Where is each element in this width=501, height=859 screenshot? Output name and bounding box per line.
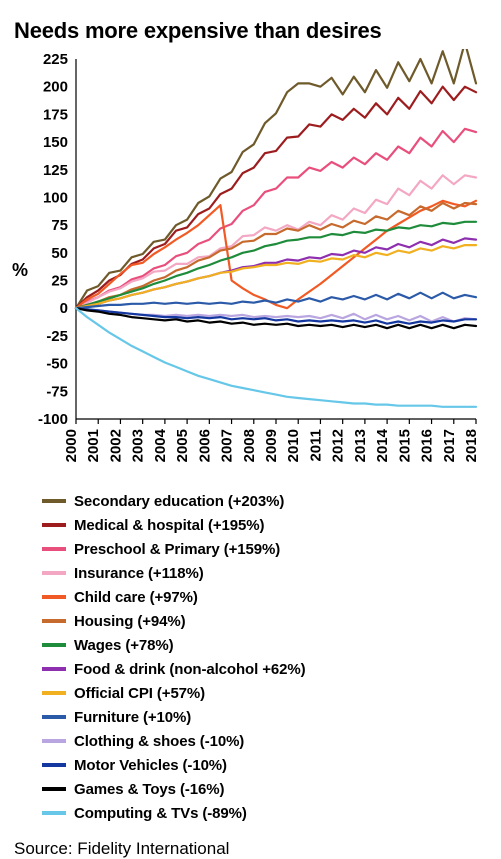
line-chart: -100 -75 -50 -25 0 25 50 75 100 125 150 175 200 225 20… bbox=[14, 49, 484, 479]
x-tick-label: 2012 bbox=[330, 429, 347, 462]
x-tick-label: 2006 bbox=[196, 429, 213, 462]
legend-swatch bbox=[42, 715, 66, 719]
series-child_care bbox=[76, 201, 476, 308]
legend-item-official_cpi: Official CPI (+57%) bbox=[42, 681, 487, 705]
legend-item-clothing_shoes: Clothing & shoes (-10%) bbox=[42, 729, 487, 753]
legend-swatch bbox=[42, 811, 66, 815]
x-tick-label: 2009 bbox=[263, 429, 280, 462]
y-tick-label: 0 bbox=[60, 301, 68, 318]
series-medical_hospital bbox=[76, 87, 476, 309]
legend: Secondary education (+203%) Medical & hos… bbox=[42, 489, 487, 825]
x-tick-label: 2002 bbox=[107, 429, 124, 462]
legend-item-insurance: Insurance (+118%) bbox=[42, 561, 487, 585]
y-tick-label: 150 bbox=[43, 134, 68, 151]
source-attribution: Source: Fidelity International bbox=[14, 839, 487, 859]
x-tick-label: 2001 bbox=[85, 429, 102, 462]
legend-swatch bbox=[42, 547, 66, 551]
series-secondary_education bbox=[76, 49, 476, 308]
legend-swatch bbox=[42, 787, 66, 791]
legend-swatch bbox=[42, 571, 66, 575]
x-tick-label: 2013 bbox=[352, 429, 369, 462]
y-tick-label: 175 bbox=[43, 107, 68, 124]
series-motor_vehicles bbox=[76, 308, 476, 324]
y-tick-label: -25 bbox=[46, 328, 68, 345]
legend-swatch bbox=[42, 499, 66, 503]
legend-item-wages: Wages (+78%) bbox=[42, 633, 487, 657]
legend-label: Clothing & shoes (-10%) bbox=[74, 733, 244, 750]
x-tick-label: 2005 bbox=[174, 429, 191, 462]
legend-item-child_care: Child care (+97%) bbox=[42, 585, 487, 609]
y-tick-label: 75 bbox=[51, 217, 68, 234]
legend-item-secondary_education: Secondary education (+203%) bbox=[42, 489, 487, 513]
legend-swatch bbox=[42, 595, 66, 599]
legend-item-food_drink: Food & drink (non-alcohol +62%) bbox=[42, 657, 487, 681]
y-tick-label: 200 bbox=[43, 79, 68, 96]
series-official_cpi bbox=[76, 245, 476, 308]
legend-label: Medical & hospital (+195%) bbox=[74, 517, 264, 534]
legend-item-medical_hospital: Medical & hospital (+195%) bbox=[42, 513, 487, 537]
x-tick-label: 2004 bbox=[152, 429, 169, 463]
y-tick-label: 100 bbox=[43, 190, 68, 207]
chart-title: Needs more expensive than desires bbox=[14, 18, 487, 43]
legend-label: Furniture (+10%) bbox=[74, 709, 191, 726]
x-tick-label: 2000 bbox=[63, 429, 80, 462]
legend-label: Child care (+97%) bbox=[74, 589, 198, 606]
legend-swatch bbox=[42, 739, 66, 743]
legend-swatch bbox=[42, 763, 66, 767]
legend-label: Games & Toys (-16%) bbox=[74, 781, 224, 798]
legend-item-housing: Housing (+94%) bbox=[42, 609, 487, 633]
x-tick-label: 2003 bbox=[130, 429, 147, 462]
y-tick-label: -100 bbox=[38, 411, 68, 428]
series-food_drink bbox=[76, 239, 476, 309]
y-tick-label: 225 bbox=[43, 51, 68, 68]
legend-item-games_toys: Games & Toys (-16%) bbox=[42, 777, 487, 801]
x-tick-label: 2007 bbox=[219, 429, 236, 462]
x-tick-label: 2018 bbox=[463, 429, 480, 462]
legend-swatch bbox=[42, 643, 66, 647]
x-tick-label: 2014 bbox=[374, 429, 391, 463]
y-tick-label: 125 bbox=[43, 162, 68, 179]
x-tick-label: 2008 bbox=[241, 429, 258, 462]
x-tick-label: 2015 bbox=[396, 429, 413, 462]
legend-label: Preschool & Primary (+159%) bbox=[74, 541, 280, 558]
y-tick-label: 50 bbox=[51, 245, 68, 262]
legend-label: Wages (+78%) bbox=[74, 637, 174, 654]
x-tick-label: 2017 bbox=[441, 429, 458, 462]
legend-swatch bbox=[42, 523, 66, 527]
legend-label: Official CPI (+57%) bbox=[74, 685, 205, 702]
legend-swatch bbox=[42, 619, 66, 623]
y-axis-unit: % bbox=[12, 260, 28, 281]
x-tick-label: 2010 bbox=[285, 429, 302, 462]
x-tick-label: 2016 bbox=[419, 429, 436, 462]
legend-item-preschool_primary: Preschool & Primary (+159%) bbox=[42, 537, 487, 561]
legend-item-motor_vehicles: Motor Vehicles (-10%) bbox=[42, 753, 487, 777]
legend-label: Computing & TVs (-89%) bbox=[74, 805, 247, 822]
legend-item-furniture: Furniture (+10%) bbox=[42, 705, 487, 729]
legend-label: Food & drink (non-alcohol +62%) bbox=[74, 661, 306, 678]
legend-swatch bbox=[42, 667, 66, 671]
y-tick-label: -75 bbox=[46, 384, 68, 401]
legend-label: Insurance (+118%) bbox=[74, 565, 204, 582]
y-tick-label: 25 bbox=[51, 273, 68, 290]
legend-swatch bbox=[42, 691, 66, 695]
legend-item-computing_tvs: Computing & TVs (-89%) bbox=[42, 801, 487, 825]
legend-label: Secondary education (+203%) bbox=[74, 493, 284, 510]
y-tick-label: -50 bbox=[46, 356, 68, 373]
legend-label: Housing (+94%) bbox=[74, 613, 186, 630]
chart-area: % -100 -75 -50 -25 0 25 50 75 100 125 150 175 200 225… bbox=[14, 49, 484, 479]
legend-label: Motor Vehicles (-10%) bbox=[74, 757, 227, 774]
x-tick-label: 2011 bbox=[307, 429, 324, 462]
